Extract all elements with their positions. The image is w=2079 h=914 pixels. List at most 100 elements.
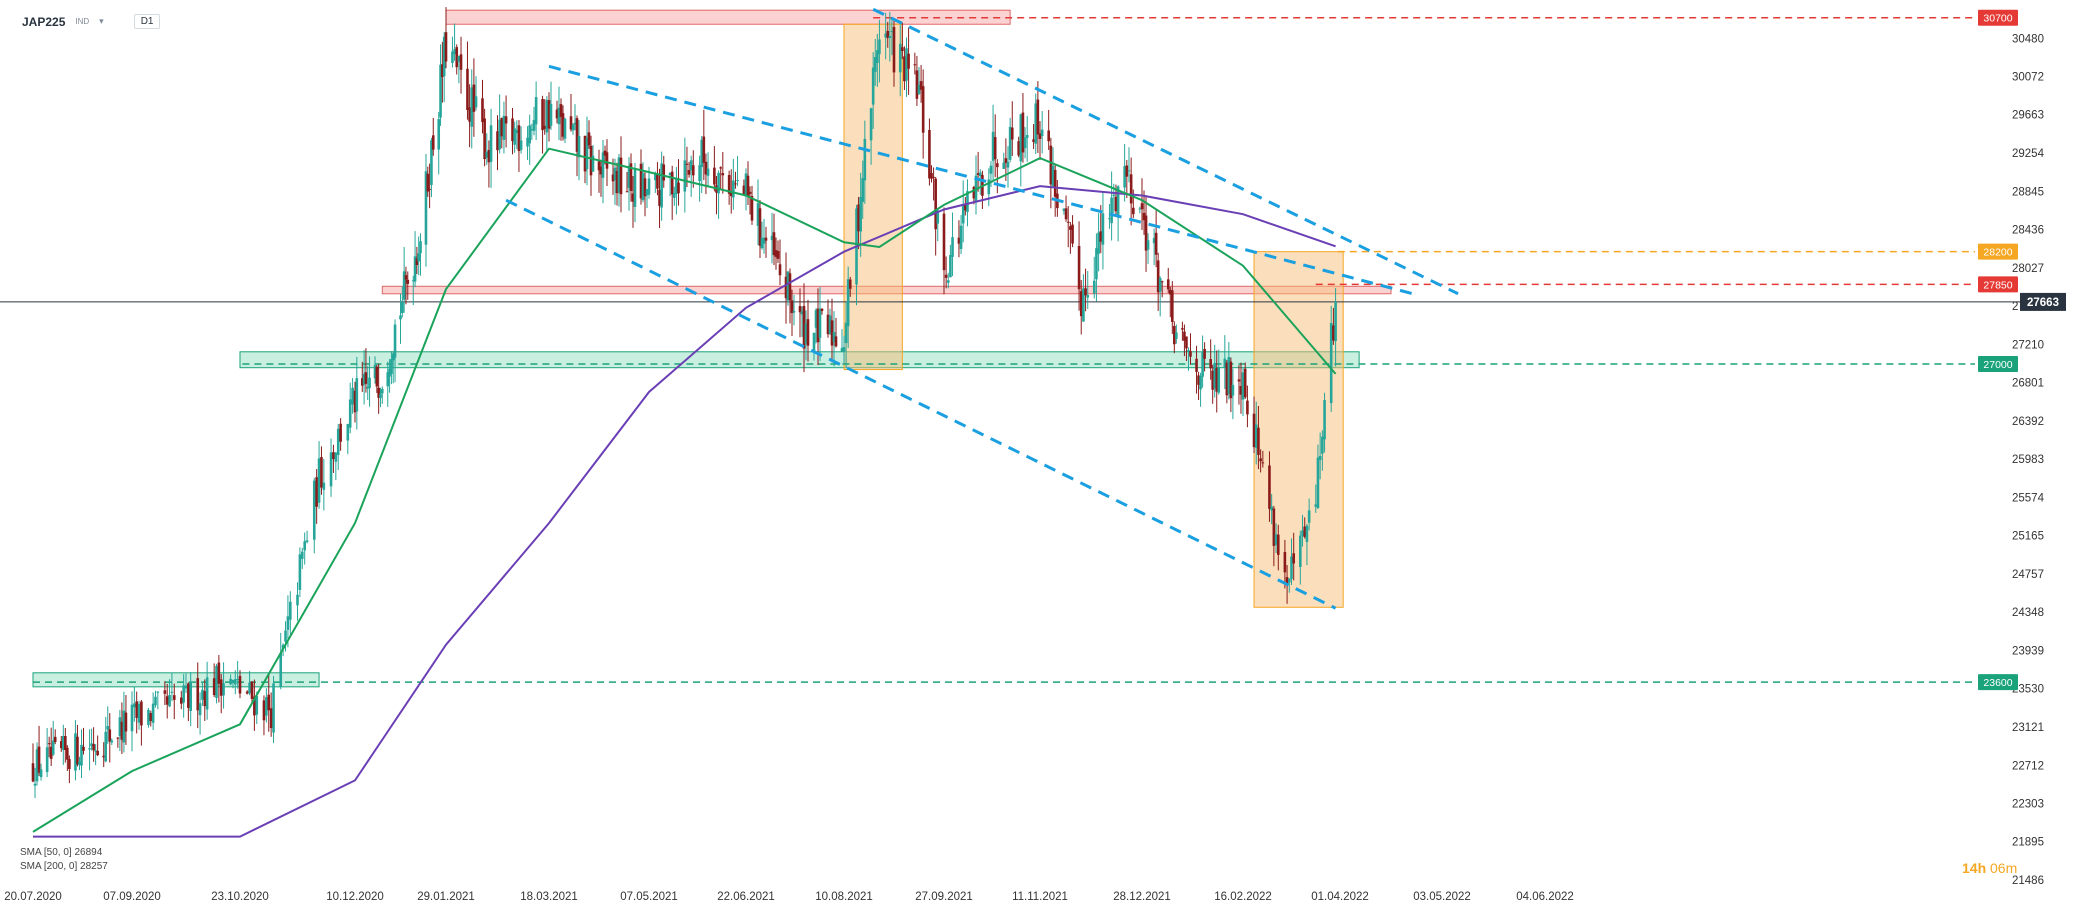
candle xyxy=(1303,517,1307,539)
candle xyxy=(180,690,183,710)
candle xyxy=(1144,195,1148,272)
candle xyxy=(528,114,531,165)
candle xyxy=(736,155,739,187)
candle xyxy=(1183,324,1186,357)
candle-body xyxy=(1108,218,1111,220)
candle-body xyxy=(1321,436,1324,454)
candle xyxy=(1274,523,1278,554)
candle xyxy=(386,361,390,407)
candle xyxy=(1129,157,1133,226)
candle xyxy=(601,140,605,204)
candle-body xyxy=(245,691,249,694)
candle xyxy=(215,663,218,704)
candle xyxy=(517,120,521,172)
chevron-down-icon[interactable]: ▾ xyxy=(99,16,104,26)
candle xyxy=(90,728,93,751)
legend-name: SMA [50, 0] xyxy=(20,847,72,858)
candle-body xyxy=(930,173,933,179)
candle-body xyxy=(1203,348,1206,359)
candle-body xyxy=(662,164,666,181)
candle-body xyxy=(517,125,521,151)
timer-hours: 14h xyxy=(1962,860,1987,876)
candle-body xyxy=(62,736,65,750)
trend-channel-line-1 xyxy=(548,64,1417,297)
candle xyxy=(96,735,99,757)
candle-body xyxy=(320,457,323,488)
candle xyxy=(978,169,982,195)
candle-body xyxy=(281,644,285,649)
candle-body xyxy=(500,117,504,137)
candle xyxy=(346,423,350,455)
candle xyxy=(140,700,143,746)
candle-body xyxy=(124,712,128,732)
candle-body xyxy=(1099,231,1103,242)
candle-body xyxy=(559,104,563,117)
candle-body xyxy=(959,225,963,249)
candle xyxy=(1127,147,1131,183)
candle-body xyxy=(1332,325,1335,341)
candle xyxy=(1323,392,1326,453)
candle xyxy=(1047,109,1050,150)
candle xyxy=(545,96,549,153)
candle-body xyxy=(869,108,873,141)
candle xyxy=(474,76,478,111)
candle xyxy=(76,724,79,767)
candle-body xyxy=(231,679,235,684)
candle-body xyxy=(360,378,364,386)
candle-body xyxy=(519,140,523,150)
candle-body xyxy=(1129,174,1133,204)
candle-body xyxy=(390,359,393,374)
candle-body xyxy=(487,149,491,163)
candle-body xyxy=(474,96,478,108)
candle-body xyxy=(404,275,408,280)
candle xyxy=(102,742,106,768)
candle xyxy=(68,755,71,784)
candle-body xyxy=(587,132,591,146)
candle xyxy=(298,547,302,598)
candle xyxy=(47,736,51,758)
candle xyxy=(49,727,53,766)
candle-body xyxy=(116,737,120,739)
candle xyxy=(1292,532,1296,581)
candle-body xyxy=(415,258,419,265)
candle xyxy=(305,530,309,544)
timeframe-selector[interactable]: D1 xyxy=(133,14,161,29)
candle xyxy=(713,146,716,192)
candle xyxy=(1185,336,1188,362)
candle-body xyxy=(393,324,397,358)
candle xyxy=(656,162,659,196)
candle xyxy=(1272,505,1276,567)
candle-body xyxy=(647,178,651,195)
candle xyxy=(706,152,710,186)
candle-body xyxy=(391,353,395,361)
candle xyxy=(756,179,760,246)
candle-body xyxy=(1217,367,1221,393)
candle xyxy=(513,121,516,153)
candle-body xyxy=(603,150,607,156)
sma50-legend[interactable]: SMA [50, 0] 26894 xyxy=(20,846,108,860)
candle xyxy=(828,308,832,335)
candle xyxy=(110,738,114,746)
candle-body xyxy=(605,152,609,169)
candle xyxy=(66,745,69,771)
candle-body xyxy=(964,204,967,211)
candle-body xyxy=(1257,427,1260,455)
candles-layer xyxy=(31,7,1337,798)
candle-body xyxy=(1160,281,1164,283)
candle-body xyxy=(683,160,687,192)
candle xyxy=(1108,204,1111,229)
candle xyxy=(987,168,991,207)
candle xyxy=(921,69,925,159)
candle-body xyxy=(691,165,695,176)
y-tick-label: 28436 xyxy=(2012,225,2044,237)
candle-body xyxy=(76,736,79,765)
candle-body xyxy=(806,319,810,346)
y-tick-label: 25165 xyxy=(2012,531,2044,543)
candle xyxy=(660,151,663,221)
candle xyxy=(549,81,553,130)
candle-body xyxy=(1175,332,1178,339)
candle xyxy=(563,117,567,144)
sma200-legend[interactable]: SMA [200, 0] 28257 xyxy=(20,860,108,874)
candle-body xyxy=(1243,368,1247,398)
